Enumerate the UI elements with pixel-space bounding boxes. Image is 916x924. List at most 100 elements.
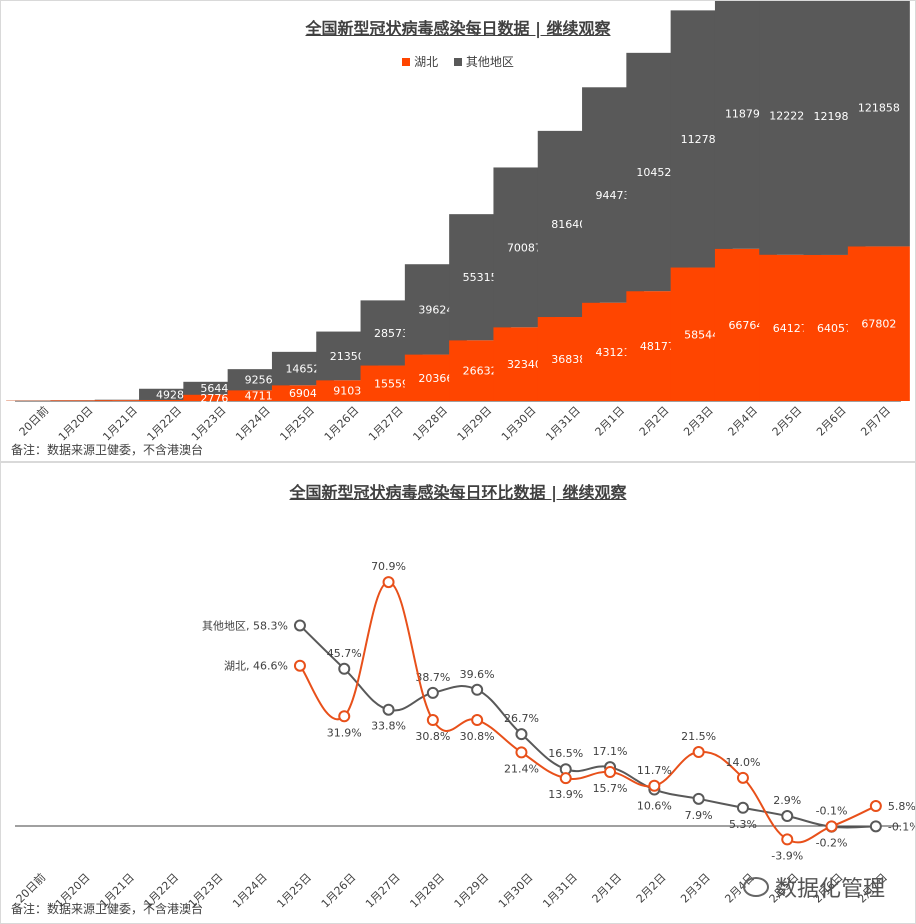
wechat-icon xyxy=(742,877,769,897)
bar-chart-note: 备注：数据来源卫健委，不含港澳台 xyxy=(11,443,204,457)
x-tick-label: 1月30日 xyxy=(499,404,539,444)
x-tick-label: 1月31日 xyxy=(543,404,583,444)
x-tick-label: 1月29日 xyxy=(452,871,492,911)
data-point-hubei xyxy=(825,820,838,833)
x-tick-label: 1月27日 xyxy=(363,871,403,911)
data-label-other: 26.7% xyxy=(504,712,539,725)
data-point-other xyxy=(781,810,794,823)
data-label-other: 10.6% xyxy=(637,800,672,813)
x-tick-label: 20日前 xyxy=(16,403,51,438)
data-label-other: 94473 xyxy=(596,189,631,202)
data-label-hubei: 32340 xyxy=(507,358,542,371)
x-tick-label: 2月7日 xyxy=(858,404,893,439)
x-tick-label: 1月26日 xyxy=(322,404,362,444)
data-point-hubei xyxy=(338,710,351,723)
data-label-other: 33.8% xyxy=(371,720,406,733)
x-tick-label: 2月1日 xyxy=(590,871,625,906)
x-tick-label: 1月30日 xyxy=(496,871,536,911)
data-label-hubei: 31.9% xyxy=(327,726,362,739)
x-tick-label: 1月25日 xyxy=(277,404,317,444)
x-tick-label: 2月6日 xyxy=(814,404,849,439)
x-tick-label: 2月4日 xyxy=(725,404,760,439)
data-point-hubei xyxy=(559,772,572,785)
line-chart-title: 全国新型冠状病毒感染每日环比数据 | 继续观察 xyxy=(289,483,627,502)
bar-chart-panel: 全国新型冠状病毒感染每日数据 | 继续观察 湖北 其他地区 20日前 1月20日 1… xyxy=(0,0,916,462)
data-label-hubei: 9103 xyxy=(333,385,361,398)
data-point-other xyxy=(736,801,749,814)
legend-swatch-other xyxy=(453,58,462,66)
data-point-other xyxy=(382,703,395,716)
data-point-other xyxy=(692,792,705,805)
x-tick-label: 1月26日 xyxy=(319,871,359,911)
data-label-other: 4928 xyxy=(156,388,184,401)
data-label-other: 9256 xyxy=(245,374,273,387)
data-point-other xyxy=(293,619,306,632)
bar-chart-legend: 湖北 其他地区 xyxy=(1,53,915,70)
x-tick-label: 2月1日 xyxy=(593,404,628,439)
data-point-other xyxy=(426,686,439,699)
data-point-other xyxy=(338,662,351,675)
data-label-hubei: 43121 xyxy=(596,346,631,359)
bar-hubei xyxy=(847,246,910,401)
x-tick-label: 2月2日 xyxy=(637,404,672,439)
x-tick-label: 2月2日 xyxy=(634,871,669,906)
bar-other xyxy=(847,1,910,247)
x-tick-label: 1月24日 xyxy=(230,871,270,911)
data-point-other xyxy=(869,820,882,833)
data-label-hubei: 64057 xyxy=(817,322,852,335)
line-chart-panel: 全国新型冠状病毒感染每日环比数据 | 继续观察 其他地区, 58.3% 45.7%… xyxy=(0,462,916,924)
data-label-other: 118791 xyxy=(725,107,767,120)
data-point-hubei xyxy=(648,779,661,792)
data-label-hubei: 20366 xyxy=(418,372,453,385)
data-point-hubei xyxy=(515,746,528,759)
watermark-text: 数据化管理 xyxy=(774,877,885,902)
data-point-hubei xyxy=(604,765,617,778)
data-label-hubei: 58544 xyxy=(684,328,719,341)
data-label-other: 55315 xyxy=(463,271,498,284)
x-tick-label: 2月3日 xyxy=(678,871,713,906)
bar-hubei xyxy=(50,400,113,401)
x-tick-label: 1月22日 xyxy=(145,404,185,444)
data-label-other: 70087 xyxy=(507,241,542,254)
data-label-other: 122227 xyxy=(769,109,811,122)
data-label-hubei: 48177 xyxy=(640,340,675,353)
data-label-hubei: 26632 xyxy=(463,365,498,378)
bar-hubei xyxy=(139,399,202,401)
data-label-other: 5644 xyxy=(200,382,228,395)
data-label-other: 5.3% xyxy=(729,818,757,831)
legend-label-other: 其他地区 xyxy=(465,55,514,69)
data-label-other: 81640 xyxy=(551,218,586,231)
x-tick-label: 1月20日 xyxy=(56,404,96,444)
data-label-hubei: 64127 xyxy=(773,322,808,335)
data-label-other: 121858 xyxy=(858,101,900,114)
data-point-hubei xyxy=(293,659,306,672)
bar-chart-title: 全国新型冠状病毒感染每日数据 | 继续观察 xyxy=(305,19,611,38)
legend-label-hubei: 湖北 xyxy=(414,55,439,69)
data-label-hubei: 2776 xyxy=(200,392,228,405)
x-tick-label: 1月29日 xyxy=(455,404,495,444)
data-label-other: 38.7% xyxy=(415,671,450,684)
data-label-hubei: 13.9% xyxy=(548,788,583,801)
data-point-hubei xyxy=(426,714,439,727)
x-tick-label: 1月27日 xyxy=(366,404,406,444)
data-point-hubei xyxy=(382,576,395,589)
data-label-hubei: 11.7% xyxy=(637,764,672,777)
data-label-other: 28573 xyxy=(374,327,409,340)
data-point-hubei xyxy=(692,746,705,759)
data-label-hubei: -0.1% xyxy=(816,804,848,817)
x-tick-label: 1月25日 xyxy=(274,871,314,911)
data-point-hubei xyxy=(869,800,882,813)
data-label-hubei: 30.8% xyxy=(460,730,495,743)
x-tick-label: 1月28日 xyxy=(410,404,450,444)
data-point-other xyxy=(515,728,528,741)
data-point-hubei xyxy=(736,771,749,784)
data-label-hubei: 15559 xyxy=(374,377,409,390)
x-tick-label: 1月23日 xyxy=(189,404,229,444)
data-label-other: 21350 xyxy=(330,350,365,363)
data-label-other: 104523 xyxy=(636,166,678,179)
data-point-other xyxy=(471,683,484,696)
data-label-hubei: 4711 xyxy=(245,390,273,403)
data-label-other: -0.2% xyxy=(816,837,848,850)
watermark: 数据化管理 xyxy=(742,871,885,903)
data-label-hubei: 21.4% xyxy=(504,762,539,775)
